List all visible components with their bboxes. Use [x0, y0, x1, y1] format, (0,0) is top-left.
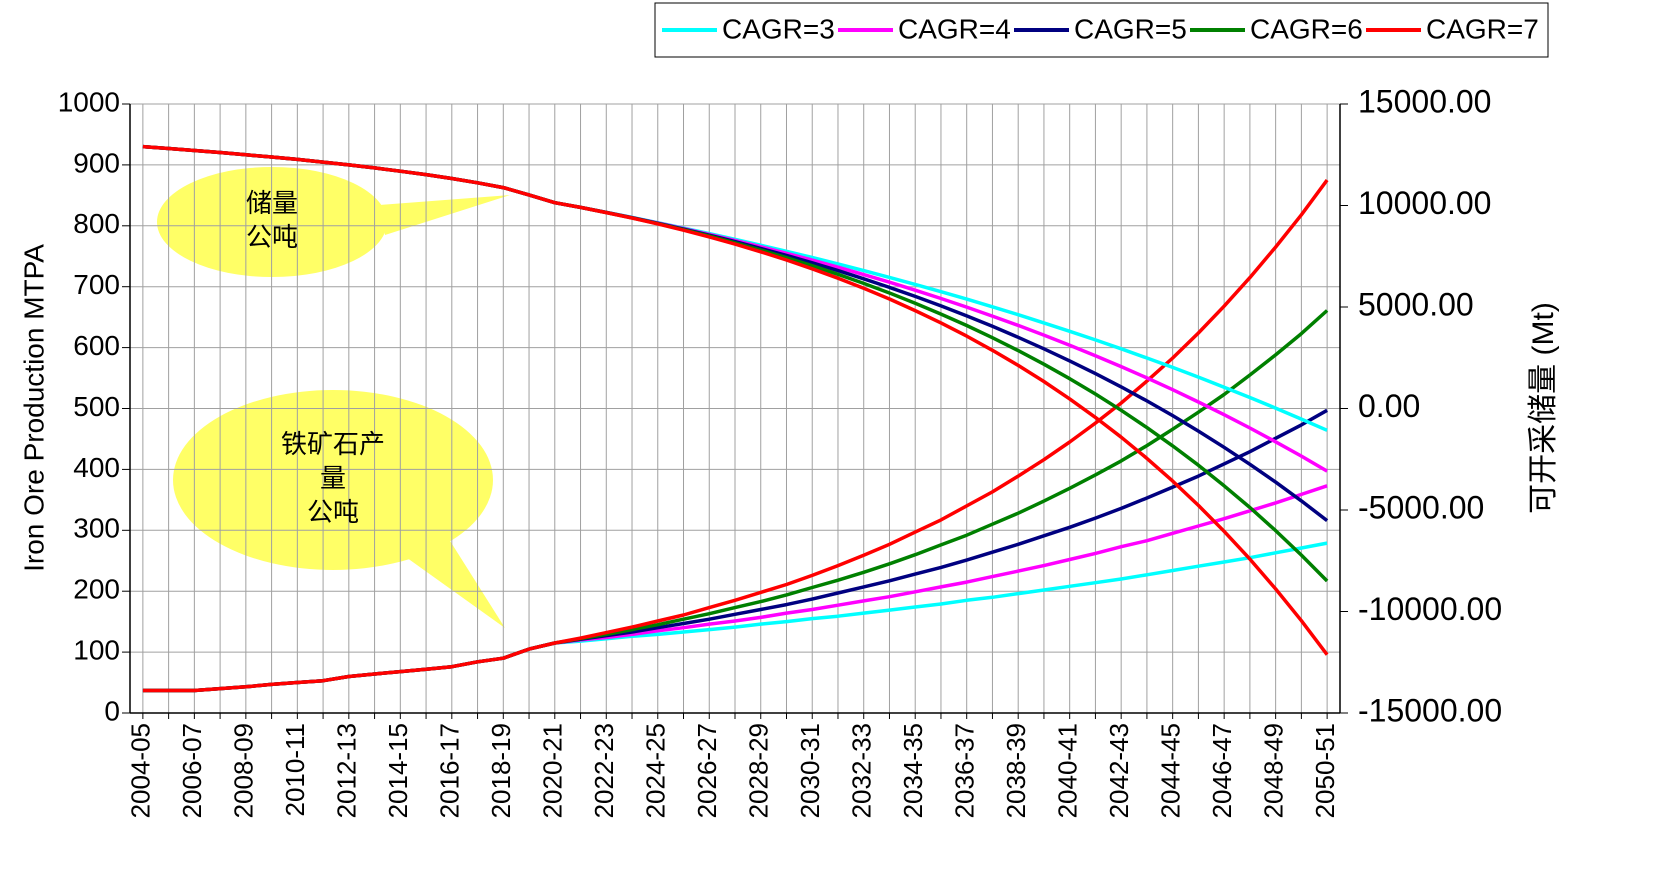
y-tick-label: 200 — [73, 574, 120, 605]
callout-tail — [380, 195, 510, 235]
legend-label: CAGR=6 — [1250, 13, 1363, 44]
x-tick-label: 2008-09 — [229, 723, 259, 818]
callouts — [157, 167, 510, 628]
y-tick-label: 600 — [73, 330, 120, 361]
x-tick-label: 2046-47 — [1207, 723, 1237, 818]
x-tick-label: 2012-13 — [332, 723, 362, 818]
x-tick-label: 2044-45 — [1156, 723, 1186, 818]
y2-tick-label: -10000.00 — [1358, 591, 1502, 627]
x-tick-label: 2014-15 — [383, 723, 413, 818]
x-tick-label: 2038-39 — [1001, 723, 1031, 818]
y-tick-label: 500 — [73, 391, 120, 422]
y2-tick-label: -5000.00 — [1358, 489, 1484, 525]
x-tick-label: 2040-41 — [1053, 723, 1083, 818]
legend-label: CAGR=5 — [1074, 13, 1187, 44]
y2-axis-title: 可开采储量 (Mt) — [1527, 302, 1560, 514]
x-tick-label: 2004-05 — [126, 723, 156, 818]
series-line — [142, 179, 1329, 693]
x-tick-label: 2036-37 — [950, 723, 980, 818]
x-tick-label: 2050-51 — [1310, 723, 1340, 818]
x-tick-label: 2020-21 — [538, 723, 568, 818]
y-tick-label: 0 — [104, 695, 120, 726]
y2-tick-label: 5000.00 — [1358, 286, 1474, 322]
callout-text: 公吨 — [246, 222, 298, 252]
x-tick-label: 2018-19 — [486, 723, 516, 818]
legend-label: CAGR=3 — [722, 13, 835, 44]
callout-text: 铁矿石产 — [281, 429, 385, 459]
y-tick-label: 100 — [73, 634, 120, 665]
x-tick-label: 2042-43 — [1104, 723, 1134, 818]
x-tick-label: 2030-31 — [795, 723, 825, 818]
x-tick-label: 2010-11 — [280, 723, 310, 817]
callout — [173, 390, 493, 570]
y-tick-label: 900 — [73, 147, 120, 178]
x-tick-label: 2006-07 — [177, 723, 207, 818]
callout-text: 量 — [320, 463, 346, 493]
legend-label: CAGR=7 — [1426, 13, 1539, 44]
x-tick-label: 2028-29 — [744, 723, 774, 818]
x-tick-label: 2048-49 — [1259, 723, 1289, 818]
y-tick-label: 400 — [73, 452, 120, 483]
x-tick-label: 2022-23 — [589, 723, 619, 818]
y-axis-title: Iron Ore Production MTPA — [18, 244, 49, 572]
y-tick-label: 800 — [73, 208, 120, 239]
x-tick-label: 2026-27 — [692, 723, 722, 818]
y-tick-label: 1000 — [58, 86, 120, 117]
legend-label: CAGR=4 — [898, 13, 1011, 44]
y-tick-label: 300 — [73, 513, 120, 544]
y2-tick-label: -15000.00 — [1358, 692, 1502, 728]
x-tick-label: 2024-25 — [641, 723, 671, 818]
y-tick-label: 700 — [73, 269, 120, 300]
y2-tick-label: 0.00 — [1358, 388, 1420, 424]
y2-tick-label: 15000.00 — [1358, 83, 1491, 119]
x-tick-label: 2034-35 — [898, 723, 928, 818]
y2-tick-label: 10000.00 — [1358, 185, 1491, 221]
x-tick-label: 2016-17 — [435, 723, 465, 818]
callout-text: 储量 — [246, 188, 298, 218]
callout-text: 公吨 — [307, 497, 359, 527]
x-tick-label: 2032-33 — [847, 723, 877, 818]
series-line — [142, 144, 1329, 656]
